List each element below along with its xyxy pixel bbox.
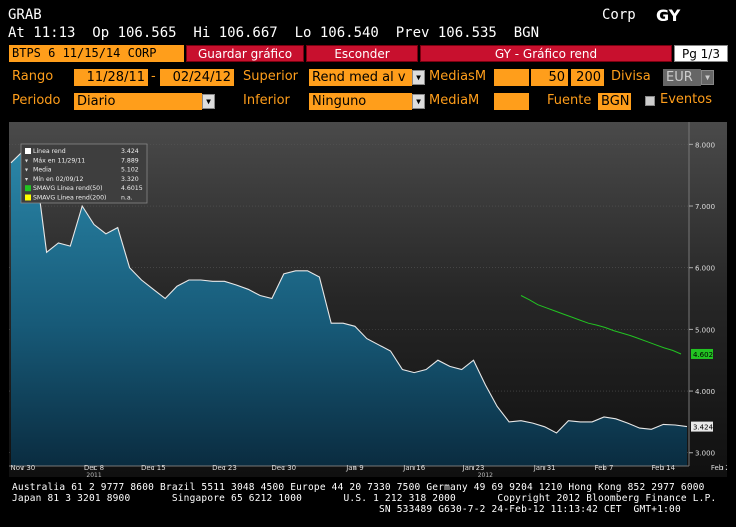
yield-last-label-box (691, 421, 713, 432)
page-indicator[interactable]: Pg 1/3 (674, 45, 728, 62)
legend-label: SMAVG Línea rend(50) (33, 184, 103, 192)
yield-line (10, 150, 688, 434)
yield-chart[interactable]: 8.000 7.000 6.000 5.000 4.000 3.000 Nov 30 Dec … (9, 122, 727, 477)
avg-type-input[interactable] (494, 69, 529, 86)
legend-swatch (25, 185, 31, 192)
legend-label: Mín en 02/09/12 (33, 175, 83, 183)
footer-contacts-1: Australia 61 2 9777 8600 Brazil 5511 304… (12, 482, 705, 493)
x-tick-label: Jan 9 (345, 464, 363, 472)
function-code: GY (656, 6, 681, 25)
period-dropdown-icon[interactable]: ▼ (202, 94, 215, 109)
legend-value: 5.102 (121, 167, 139, 174)
average-label: MediaM (429, 93, 480, 108)
averages-label: MediasM (429, 69, 487, 84)
range-end-input[interactable]: 02/24/12 (160, 69, 234, 86)
range-start-input[interactable]: 11/28/11 (74, 69, 148, 86)
y-tick-label: 5.000 (695, 326, 715, 334)
chart-title-button[interactable]: GY - Gráfico rend (420, 45, 672, 62)
range-label: Rango (12, 69, 54, 84)
year-label: 2012 (478, 472, 493, 477)
legend-value: 3.320 (121, 176, 139, 183)
upper-dropdown-icon[interactable]: ▼ (412, 70, 425, 85)
x-tick-label: Dec 15 (141, 464, 166, 472)
yield-area (11, 151, 687, 466)
chart-svg: 8.000 7.000 6.000 5.000 4.000 3.000 Nov 30 Dec … (9, 122, 727, 477)
lower-select[interactable]: Ninguno (309, 93, 412, 110)
period-select[interactable]: Diario (74, 93, 202, 110)
legend-label: Línea rend (33, 147, 66, 155)
price-summary: At 11:13 Op 106.565 Hi 106.667 Lo 106.54… (8, 25, 540, 41)
source-label: Fuente (547, 93, 592, 108)
smavg-last-label-box (691, 348, 713, 359)
x-tick-label: Nov 30 (10, 464, 35, 472)
legend-value: n.a. (121, 195, 133, 202)
period-label: Periodo (12, 93, 61, 108)
legend: Línea rend 3.424 ▾ Máx en 11/29/11 7.889 ▾ Med… (20, 143, 148, 204)
lower-dropdown-icon[interactable]: ▼ (412, 94, 425, 109)
axes: 8.000 7.000 6.000 5.000 4.000 3.000 Nov 30 Dec … (9, 122, 727, 477)
y-tick-label: 8.000 (695, 141, 715, 149)
legend-label: Máx en 11/29/11 (33, 156, 85, 164)
legend-value: 3.424 (121, 148, 139, 155)
series-layer (10, 150, 688, 466)
avg1-input[interactable]: 50 (531, 69, 568, 86)
footer-contacts-2: Japan 81 3 3201 8900 Singapore 65 6212 1… (12, 493, 717, 504)
lower-label: Inferior (243, 93, 290, 108)
x-tick-label: Feb 7 (594, 464, 613, 472)
legend-swatch (25, 194, 31, 201)
market-sector: Corp (602, 7, 636, 23)
source-input[interactable]: BGN (598, 93, 631, 110)
y-tick-label: 3.000 (695, 450, 715, 458)
upper-label: Superior (243, 69, 298, 84)
currency-label: Divisa (611, 69, 651, 84)
yield-last-label: 3.424 (693, 424, 714, 432)
events-label: Eventos (660, 92, 712, 107)
legend-label: SMAVG Línea rend(200) (33, 194, 106, 202)
x-tick-label: Feb 21 (711, 464, 727, 472)
x-tick-label: Dec 30 (271, 464, 296, 472)
footer-session: SN 533489 G630-7-2 24-Feb-12 11:13:42 CE… (12, 504, 681, 515)
legend-marker: ▾ (25, 167, 28, 174)
upper-select[interactable]: Rend med al v (309, 69, 412, 86)
legend-marker: ▾ (25, 157, 28, 164)
currency-dropdown-icon[interactable]: ▼ (701, 70, 714, 85)
legend-value: 7.889 (121, 157, 139, 164)
average-input[interactable] (494, 93, 529, 110)
currency-select[interactable]: EUR (663, 69, 701, 86)
smavg-last-label: 4.602 (693, 351, 713, 359)
x-tick-label: Dec 8 (84, 464, 104, 472)
avg2-input[interactable]: 200 (571, 69, 604, 86)
legend-value: 4.6015 (121, 185, 143, 192)
function-title: GRAB (8, 7, 42, 23)
security-field[interactable]: BTPS 6 11/15/14 CORP (9, 45, 184, 62)
y-tick-label: 7.000 (695, 203, 715, 211)
legend-label: Media (33, 167, 52, 174)
x-tick-label: Dec 23 (212, 464, 237, 472)
y-tick-label: 6.000 (695, 265, 715, 273)
legend-swatch (25, 148, 31, 154)
y-tick-label: 4.000 (695, 388, 715, 396)
range-separator: - (151, 69, 156, 84)
x-tick-label: Jan 31 (533, 464, 556, 472)
hide-button[interactable]: Esconder (306, 45, 418, 62)
x-tick-label: Jan 16 (402, 464, 425, 472)
legend-box (20, 143, 148, 204)
legend-marker: ▾ (25, 176, 28, 183)
events-checkbox[interactable] (645, 96, 655, 106)
year-label: 2011 (86, 472, 101, 477)
smavg-50-line (520, 295, 682, 355)
x-tick-label: Feb 14 (652, 464, 676, 472)
x-tick-label: Jan 23 (462, 464, 485, 472)
save-chart-button[interactable]: Guardar gráfico (186, 45, 304, 62)
